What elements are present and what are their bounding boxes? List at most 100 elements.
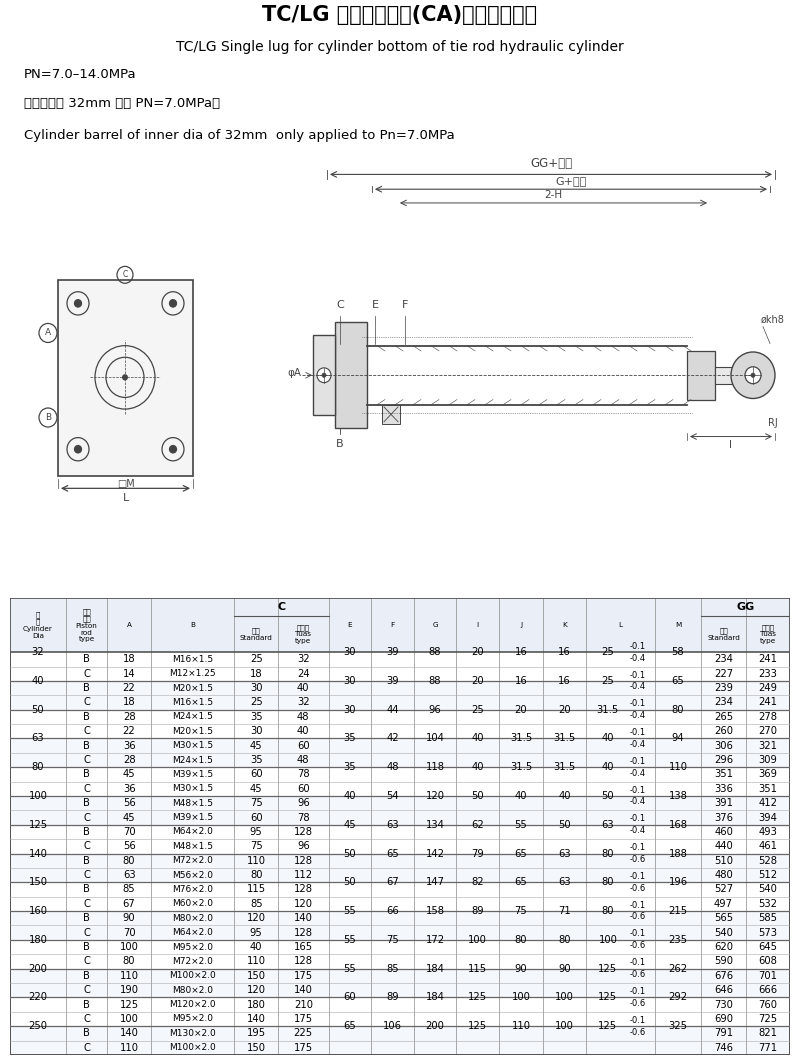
Text: 25: 25: [471, 705, 484, 715]
Bar: [58, 280, 193, 476]
Text: 55: 55: [343, 964, 356, 973]
Text: C: C: [83, 870, 90, 880]
Bar: [10, 796, 790, 811]
Text: E: E: [371, 300, 378, 310]
Text: K: K: [562, 623, 567, 628]
Text: 620: 620: [714, 942, 733, 952]
Text: 225: 225: [294, 1028, 313, 1038]
Text: 63: 63: [122, 870, 135, 880]
Bar: [10, 709, 790, 724]
Text: 106: 106: [383, 1021, 402, 1032]
Bar: [10, 868, 790, 883]
Text: 45: 45: [122, 813, 135, 822]
Text: 532: 532: [758, 898, 778, 909]
Text: 590: 590: [714, 957, 733, 966]
Text: 125: 125: [598, 1021, 618, 1032]
Text: 239: 239: [714, 683, 733, 693]
Text: L: L: [618, 623, 622, 628]
Text: M39×1.5: M39×1.5: [172, 769, 214, 779]
Text: 75: 75: [250, 798, 262, 809]
Text: 45: 45: [250, 741, 262, 750]
Text: 78: 78: [297, 769, 310, 779]
Bar: [10, 753, 790, 767]
Text: M76×2.0: M76×2.0: [173, 885, 214, 894]
Text: 336: 336: [714, 784, 733, 794]
Text: 325: 325: [669, 1021, 687, 1032]
Bar: [10, 968, 790, 983]
Text: 128: 128: [294, 885, 313, 894]
Text: 40: 40: [297, 726, 310, 737]
Bar: [10, 1012, 790, 1026]
Text: 32: 32: [297, 654, 310, 665]
Text: 210: 210: [294, 1000, 313, 1009]
Text: -0.1
-0.4: -0.1 -0.4: [630, 814, 646, 835]
Text: 54: 54: [386, 791, 398, 801]
Text: 16: 16: [558, 675, 571, 686]
Text: 40: 40: [602, 734, 614, 743]
Text: 460: 460: [714, 827, 733, 837]
Circle shape: [122, 374, 128, 381]
Text: I: I: [477, 623, 478, 628]
Text: 长杆形
Tuas
type: 长杆形 Tuas type: [760, 624, 776, 644]
Text: 40: 40: [514, 791, 527, 801]
Text: J: J: [520, 623, 522, 628]
Text: M56×2.0: M56×2.0: [173, 871, 214, 879]
Text: 480: 480: [714, 870, 733, 880]
Text: -0.1
-0.6: -0.1 -0.6: [630, 959, 646, 979]
Text: 88: 88: [429, 675, 441, 686]
Text: -0.1
-0.4: -0.1 -0.4: [630, 700, 646, 720]
Text: 65: 65: [386, 849, 398, 858]
Text: 63: 63: [602, 820, 614, 830]
Text: 40: 40: [471, 762, 484, 773]
Text: M24×1.5: M24×1.5: [173, 712, 214, 721]
Text: 96: 96: [297, 798, 310, 809]
Text: 172: 172: [426, 934, 445, 945]
Text: 48: 48: [297, 711, 310, 722]
Text: 90: 90: [122, 913, 135, 923]
Text: 112: 112: [294, 870, 313, 880]
Text: C: C: [83, 985, 90, 995]
Text: 63: 63: [558, 877, 571, 887]
Text: 79: 79: [471, 849, 484, 858]
Text: 175: 175: [294, 1042, 313, 1053]
Text: -0.1
-0.4: -0.1 -0.4: [630, 785, 646, 806]
Text: GG: GG: [737, 602, 755, 612]
Bar: [10, 1026, 790, 1040]
Text: -0.1
-0.6: -0.1 -0.6: [630, 1016, 646, 1037]
Text: 25: 25: [602, 675, 614, 686]
Text: 180: 180: [246, 1000, 266, 1009]
Text: -0.1
-0.4: -0.1 -0.4: [630, 670, 646, 691]
Text: 22: 22: [122, 726, 135, 737]
Text: 70: 70: [122, 928, 135, 938]
Text: M120×2.0: M120×2.0: [170, 1000, 216, 1009]
Text: 128: 128: [294, 928, 313, 938]
Text: 120: 120: [246, 985, 266, 995]
Text: 60: 60: [250, 769, 262, 779]
Text: -0.1
-0.4: -0.1 -0.4: [630, 757, 646, 778]
Text: 309: 309: [758, 755, 778, 765]
Text: 220: 220: [29, 993, 47, 1002]
Text: 62: 62: [471, 820, 484, 830]
Text: 39: 39: [386, 675, 398, 686]
Text: 63: 63: [386, 820, 398, 830]
Text: 30: 30: [250, 726, 262, 737]
Text: 65: 65: [343, 1021, 356, 1032]
Bar: [10, 954, 790, 968]
Text: 440: 440: [714, 841, 733, 851]
Text: 63: 63: [32, 734, 44, 743]
Text: 50: 50: [558, 820, 571, 830]
Text: 60: 60: [250, 813, 262, 822]
Text: 40: 40: [297, 683, 310, 693]
Text: 55: 55: [343, 934, 356, 945]
Bar: [10, 824, 790, 839]
Text: F: F: [402, 300, 408, 310]
Text: 95: 95: [250, 827, 262, 837]
Text: 160: 160: [29, 906, 47, 916]
Text: 45: 45: [122, 769, 135, 779]
Text: 18: 18: [122, 698, 135, 707]
Text: （缸筒内径 32mm 仅用 PN=7.0MPa）: （缸筒内径 32mm 仅用 PN=7.0MPa）: [24, 97, 220, 110]
Text: 32: 32: [32, 647, 44, 657]
Text: F: F: [390, 623, 394, 628]
Bar: [10, 781, 790, 796]
Text: 24: 24: [297, 669, 310, 679]
